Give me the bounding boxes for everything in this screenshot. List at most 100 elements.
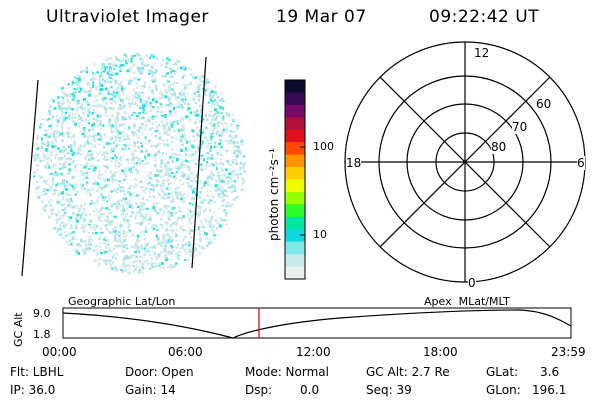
uv-pixel [148, 249, 151, 253]
uv-pixel [229, 203, 231, 207]
uv-pixel [68, 227, 72, 230]
uv-pixel [152, 55, 156, 59]
uv-pixel [212, 173, 215, 177]
uv-pixel [158, 90, 162, 94]
uv-pixel [120, 199, 123, 203]
uv-pixel [103, 151, 105, 155]
uv-pixel [191, 197, 193, 200]
uv-pixel [184, 259, 187, 262]
uv-pixel [55, 186, 58, 189]
uv-pixel [183, 86, 187, 90]
uv-pixel [160, 244, 163, 247]
uv-pixel [188, 227, 191, 229]
mlt-label-top: 12 [474, 46, 490, 60]
uv-pixel [149, 128, 152, 132]
uv-pixel [71, 212, 75, 216]
uv-pixel [172, 190, 175, 193]
uv-pixel [188, 250, 192, 253]
uv-pixel [140, 246, 143, 249]
uv-pixel [193, 210, 197, 214]
uv-pixel [85, 143, 87, 146]
uv-pixel [122, 207, 125, 211]
uv-pixel [105, 227, 109, 231]
uv-pixel [193, 249, 196, 253]
uv-pixel [47, 164, 50, 167]
uv-pixel [135, 172, 139, 175]
uv-pixel [187, 182, 190, 185]
uv-pixel [106, 200, 108, 203]
uv-pixel [122, 231, 125, 234]
uv-pixel [74, 90, 77, 94]
uv-pixel [210, 190, 212, 193]
uv-pixel [128, 68, 132, 71]
uv-pixel [151, 257, 153, 260]
uv-pixel [210, 124, 213, 127]
uv-pixel [225, 204, 229, 208]
uv-pixel [85, 164, 89, 167]
uv-pixel [201, 131, 205, 134]
uv-pixel [148, 215, 152, 219]
uv-pixel [176, 196, 179, 200]
uv-pixel [83, 127, 86, 129]
uv-pixel [71, 116, 75, 120]
uv-pixel [167, 126, 171, 129]
uv-pixel [133, 144, 136, 147]
uv-pixel [101, 105, 104, 108]
uv-pixel [110, 157, 114, 159]
uv-pixel [213, 126, 217, 129]
uv-pixel [119, 224, 122, 228]
uv-pixel [214, 112, 218, 115]
uv-pixel [190, 159, 194, 162]
uv-pixel [54, 171, 57, 174]
uv-pixel [116, 72, 119, 75]
uv-pixel [165, 193, 168, 197]
uv-pixel [110, 231, 113, 235]
uv-pixel [128, 80, 131, 83]
uv-pixel [59, 150, 62, 153]
uv-pixel [243, 164, 246, 168]
uv-pixel [229, 164, 233, 167]
uv-pixel [70, 198, 72, 201]
uv-pixel [75, 171, 79, 173]
uv-pixel [129, 104, 132, 108]
uv-pixel [181, 194, 185, 197]
uv-pixel [136, 115, 139, 117]
uv-pixel [143, 207, 147, 210]
uv-pixel [96, 153, 100, 156]
uv-pixel [134, 126, 136, 129]
uv-pixel [52, 177, 54, 180]
uv-pixel [117, 59, 121, 62]
uv-pixel [228, 182, 231, 185]
uv-pixel [80, 172, 83, 175]
uv-pixel [62, 210, 66, 213]
uv-pixel [124, 174, 128, 177]
uv-pixel [134, 259, 138, 263]
uv-pixel [83, 187, 86, 191]
uv-pixel [230, 170, 234, 173]
uv-pixel [205, 167, 207, 170]
uv-pixel [159, 169, 163, 173]
uv-pixel [130, 245, 134, 248]
uv-pixel [91, 72, 94, 75]
uv-pixel [102, 124, 105, 128]
uv-pixel [82, 248, 85, 251]
uv-pixel [203, 185, 207, 187]
uv-pixel [72, 213, 75, 216]
info-glat-label: GLat: [486, 365, 519, 379]
uv-pixel [132, 63, 136, 67]
uv-pixel [64, 148, 67, 151]
uv-pixel [120, 241, 123, 244]
uv-pixel [39, 194, 42, 197]
uv-pixel [60, 107, 64, 111]
uv-pixel [174, 191, 177, 195]
uv-pixel [164, 74, 167, 78]
uv-pixel [221, 168, 224, 172]
uv-pixel [189, 209, 192, 213]
uv-pixel [81, 184, 84, 187]
uv-pixel [232, 170, 236, 173]
uv-pixel [134, 243, 138, 247]
uv-pixel [60, 228, 63, 231]
uv-pixel [123, 178, 127, 181]
uv-pixel [154, 164, 156, 168]
uv-pixel [141, 248, 144, 250]
